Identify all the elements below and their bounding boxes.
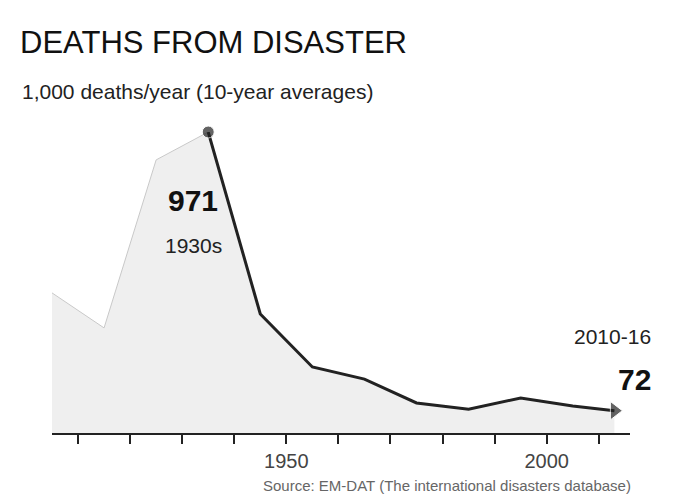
svg-text:72: 72 (618, 363, 651, 396)
svg-text:DEATHS FROM DISASTER: DEATHS FROM DISASTER (20, 25, 407, 60)
svg-text:2000: 2000 (524, 450, 569, 472)
svg-text:1,000 deaths/year (10-year ave: 1,000 deaths/year (10-year averages) (22, 80, 373, 103)
svg-text:971: 971 (168, 184, 218, 217)
svg-text:Source: EM-DAT (The internatio: Source: EM-DAT (The international disast… (263, 477, 631, 494)
svg-text:1930s: 1930s (165, 234, 222, 257)
svg-text:1950: 1950 (264, 450, 309, 472)
svg-text:2010-16: 2010-16 (574, 325, 651, 348)
